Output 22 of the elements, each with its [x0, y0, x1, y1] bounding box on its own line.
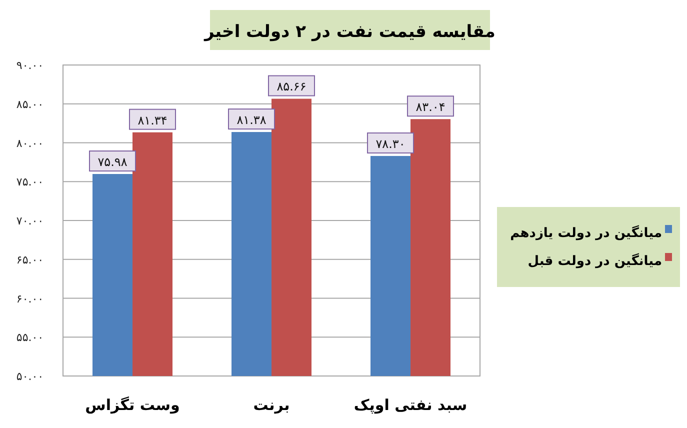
data-label: ۸۱.۳۴ [138, 113, 168, 128]
x-tick-label: برنت [253, 396, 290, 414]
y-tick-label: ۷۰.۰۰ [16, 214, 44, 228]
legend-label: میانگین در دولت قبل [528, 253, 662, 269]
y-tick-label: ۹۰.۰۰ [16, 59, 44, 72]
data-label: ۸۵.۶۶ [276, 80, 306, 94]
y-tick-label: ۷۵.۰۰ [16, 176, 44, 189]
x-tick-label: سبد نفتی اوپک [354, 396, 468, 414]
legend-label: میانگین در دولت یازدهم [510, 225, 662, 241]
y-tick-label: ۵۵.۰۰ [16, 331, 44, 344]
y-tick-label: ۶۵.۰۰ [16, 253, 44, 266]
data-label: ۷۸.۳۰ [376, 136, 406, 151]
data-label: ۸۳.۰۴ [416, 100, 446, 114]
x-tick-label: وست تگزاس [85, 396, 180, 414]
title: مقایسه قیمت نفت در ۲ دولت اخیر [204, 10, 496, 50]
chart-title: مقایسه قیمت نفت در ۲ دولت اخیر [204, 22, 496, 42]
data-label: ۸۱.۳۸ [236, 113, 267, 128]
y-tick-label: ۸۰.۰۰ [16, 136, 44, 150]
y-tick-label: ۶۰.۰۰ [16, 292, 44, 306]
data-label: ۷۵.۹۸ [98, 155, 128, 170]
y-tick-label: ۸۵.۰۰ [16, 98, 44, 111]
y-tick-label: ۵۰.۰۰ [16, 370, 44, 383]
